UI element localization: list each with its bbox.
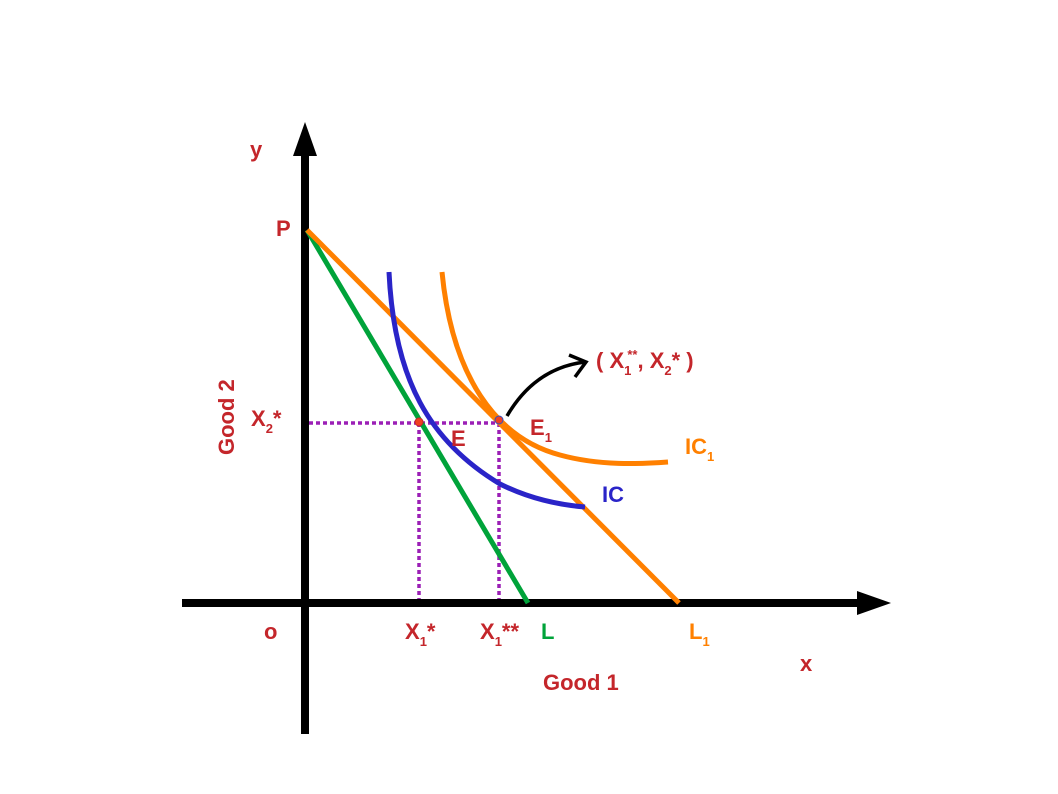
budget-line-L: [304, 228, 531, 605]
budget-L1-label: L1: [689, 619, 710, 649]
x1-star-label: X1*: [405, 619, 436, 649]
point-E1-label: E1: [530, 415, 552, 445]
point-P-label: P: [276, 216, 291, 241]
y-axis-label: y: [250, 137, 263, 162]
x-axis-arrow-icon: [857, 591, 891, 615]
curve-IC1-label: IC1: [685, 434, 714, 464]
point-E-label: E: [451, 426, 466, 451]
equilibrium-point-E1: [494, 415, 504, 425]
curve-IC-label: IC: [602, 482, 624, 507]
equilibrium-coordinates-annotation: ( X1**, X2* ): [596, 347, 694, 378]
budget-L-label: L: [541, 619, 554, 644]
x2-star-label: X2*: [251, 406, 282, 436]
budget-line-L1: [305, 228, 681, 605]
arrowhead-icon: [568, 353, 589, 379]
x-axis-label: x: [800, 651, 813, 676]
annotation-arrow: [505, 360, 586, 417]
y-axis-arrow-icon: [293, 122, 317, 156]
x-axis-title: Good 1: [543, 670, 619, 695]
equilibrium-point-E: [414, 417, 424, 427]
origin-label: o: [264, 619, 277, 644]
indifference-curve-IC: [386, 271, 586, 510]
y-axis-title: Good 2: [214, 379, 239, 455]
indifference-curve-IC1: [439, 271, 669, 467]
x1-2star-label: X1**: [480, 619, 519, 649]
